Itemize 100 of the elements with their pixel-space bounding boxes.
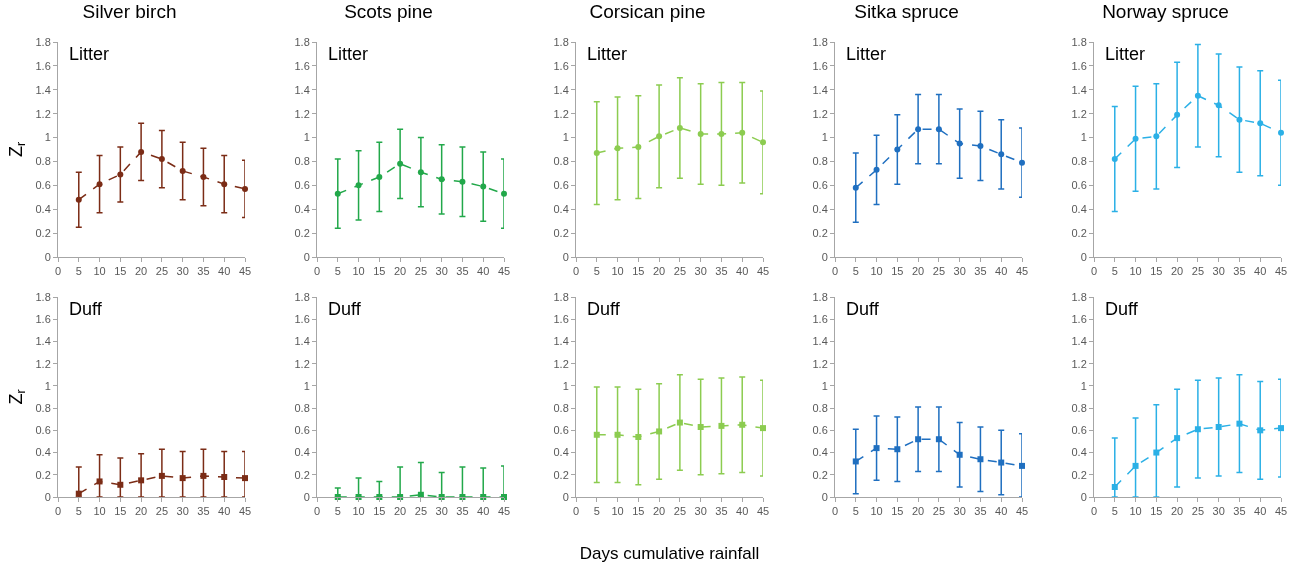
x-tick-label: 35	[1233, 265, 1246, 278]
point	[1215, 424, 1222, 430]
y-tick-label: 1.4	[294, 335, 310, 348]
point	[614, 145, 621, 152]
y-tick-label: 0.2	[553, 226, 569, 239]
x-tick-label: 35	[715, 265, 728, 278]
x-tick-label: 15	[891, 505, 904, 518]
x-tick-label: 35	[456, 265, 469, 278]
point	[158, 156, 165, 163]
x-tick-label: 35	[197, 505, 210, 518]
y-tick-label: 0.4	[553, 446, 569, 459]
point	[676, 419, 683, 426]
x-tick-label: 20	[652, 505, 666, 518]
x-tick-label: 15	[1150, 505, 1163, 518]
point	[117, 481, 124, 488]
y-tick-label: 0	[44, 490, 51, 503]
y-tick-label: 1	[821, 379, 828, 392]
y-tick-label: 0.8	[35, 401, 51, 414]
x-tick-label: 15	[632, 505, 645, 518]
x-tick-label: 5	[852, 505, 859, 518]
y-tick-label: 1.2	[1071, 107, 1087, 120]
y-tick-label: 1.4	[35, 335, 51, 348]
y-tick-label: 1	[562, 131, 569, 144]
point	[1236, 420, 1243, 427]
point	[852, 458, 859, 465]
point	[242, 185, 248, 192]
y-tick-label: 0.2	[294, 226, 310, 239]
y-tick-label: 0.8	[294, 155, 310, 168]
x-tick-label: 5	[1111, 505, 1118, 518]
annotation: Duff	[587, 299, 621, 319]
x-tick-label: 25	[673, 265, 687, 278]
x-tick-label: 20	[911, 265, 925, 278]
x-tick-label: 30	[435, 265, 448, 278]
x-tick-label: 45	[1015, 505, 1029, 518]
x-tick-label: 0	[313, 505, 321, 518]
x-tick-label: 0	[572, 265, 580, 278]
y-tick-label: 0.6	[35, 424, 51, 437]
y-tick-label: 1.6	[294, 59, 310, 72]
annotation: Litter	[69, 44, 110, 64]
point	[179, 475, 186, 482]
y-tick-label: 1	[44, 131, 51, 144]
point	[397, 160, 404, 167]
point	[718, 130, 725, 137]
y-tick-label: 0	[1080, 250, 1087, 263]
point	[852, 184, 859, 191]
x-tick-label: 5	[1111, 265, 1118, 278]
y-tick-label: 0.6	[35, 179, 51, 192]
y-tick-label: 0	[821, 490, 828, 503]
y-tick-label: 1.8	[35, 35, 51, 48]
y-tick-label: 0.6	[1071, 424, 1087, 437]
y-tick-label: 0.6	[294, 179, 310, 192]
x-tick-label: 10	[93, 265, 106, 278]
x-tick-label: 0	[1090, 505, 1098, 518]
y-tick-label: 0.4	[1071, 446, 1087, 459]
x-tick-label: 15	[114, 505, 127, 518]
y-tick-label: 1.4	[35, 83, 51, 96]
y-tick-label: 1.4	[553, 335, 569, 348]
point	[355, 182, 362, 189]
x-tick-label: 25	[932, 265, 946, 278]
x-tick-label: 10	[870, 265, 883, 278]
point	[221, 181, 228, 188]
x-tick-label: 5	[334, 505, 341, 518]
point	[1153, 133, 1160, 140]
y-tick-label: 1.2	[812, 107, 828, 120]
y-tick-label: 0.4	[553, 203, 569, 216]
y-tick-label: 0	[303, 250, 310, 263]
point	[998, 151, 1005, 158]
y-tick-label: 1.6	[1071, 59, 1087, 72]
y-tick-label: 0.8	[1071, 155, 1087, 168]
x-tick-label: 35	[456, 505, 469, 518]
y-tick-label: 1.8	[553, 35, 569, 48]
y-tick-label: 1.8	[812, 290, 828, 303]
y-tick-label: 0.4	[294, 203, 310, 216]
y-tick-label: 0.2	[294, 468, 310, 481]
y-tick-label: 1.8	[294, 290, 310, 303]
point	[1111, 484, 1118, 490]
y-tick-label: 0.8	[1071, 401, 1087, 414]
point	[1174, 111, 1181, 118]
x-tick-label: 30	[176, 505, 189, 518]
x-tick-label: 10	[352, 265, 365, 278]
y-tick-label: 0.2	[35, 468, 51, 481]
point	[117, 171, 124, 178]
chart-title: Corsican pine	[589, 0, 706, 22]
x-tick-label: 15	[114, 265, 127, 278]
x-tick-label: 0	[313, 265, 321, 278]
x-tick-label: 0	[572, 505, 580, 518]
x-tick-label: 45	[238, 265, 252, 278]
x-tick-label: 20	[1170, 265, 1184, 278]
y-tick-label: 0.6	[553, 179, 569, 192]
x-tick-label: 25	[1191, 505, 1205, 518]
point	[75, 490, 82, 497]
x-tick-label: 20	[1170, 505, 1184, 518]
y-tick-label: 1	[303, 379, 310, 392]
point	[334, 190, 341, 197]
y-tick-label: 1.2	[1071, 357, 1087, 370]
point	[158, 472, 165, 479]
y-tick-label: 0	[821, 250, 828, 263]
point	[376, 173, 383, 180]
y-tick-label: 0.8	[294, 401, 310, 414]
y-tick-label: 1.6	[1071, 313, 1087, 326]
